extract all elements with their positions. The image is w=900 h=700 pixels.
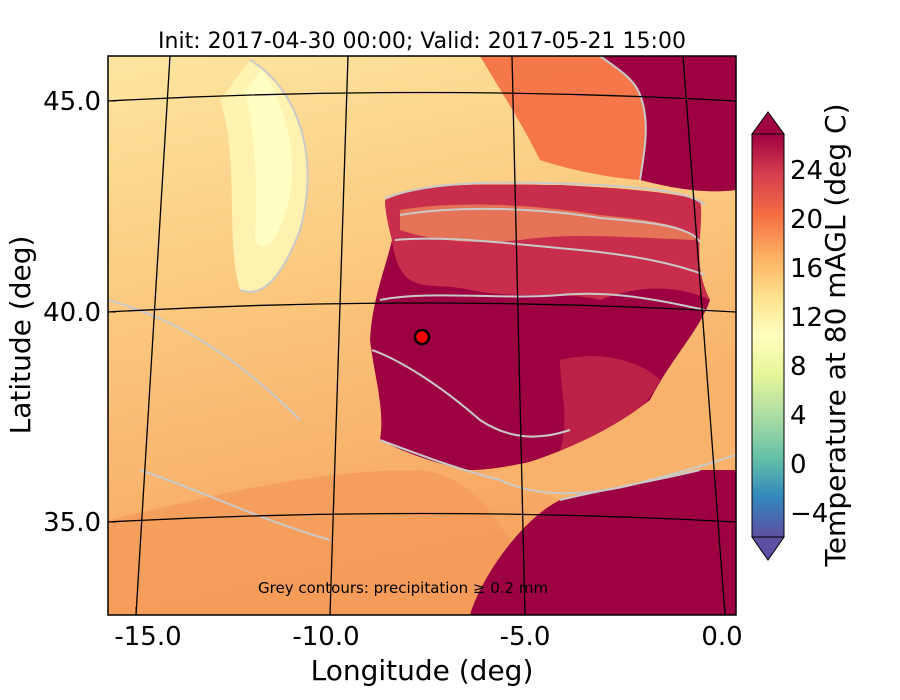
precipitation-annotation: Grey contours: precipitation ≥ 0.2 mm — [258, 579, 548, 597]
x-axis-label: Longitude (deg) — [311, 654, 534, 687]
y-tick-label: 45.0 — [43, 87, 101, 117]
colorbar-tick-label: 0 — [790, 450, 807, 480]
iberia-south-band — [560, 356, 660, 450]
y-tick-label: 40.0 — [43, 298, 101, 328]
x-tick-label: -15.0 — [114, 622, 181, 652]
x-axis: -15.0 -10.0 -5.0 0.0 Longitude (deg) — [114, 607, 743, 687]
y-axis-label: Latitude (deg) — [4, 236, 37, 435]
x-tick-label: 0.0 — [701, 622, 742, 652]
africa-land — [470, 470, 736, 615]
figure-title: Init: 2017-04-30 00:00; Valid: 2017-05-2… — [158, 29, 686, 54]
iberia-mountain-band — [400, 204, 695, 242]
meridian-minus15 — [135, 56, 171, 615]
meridian-minus10 — [329, 56, 349, 615]
colorbar-tick-label: 8 — [790, 352, 807, 382]
colorbar-extend-top — [751, 111, 785, 135]
parallel-35 — [108, 512, 736, 523]
meridian-minus5 — [511, 56, 526, 615]
iberia-north-band — [385, 184, 710, 300]
france-land — [600, 56, 736, 192]
colorbar: 24 20 16 12 8 4 0 −4 Temperature at 80 m… — [751, 103, 852, 568]
colorbar-tick-label: 12 — [790, 303, 823, 333]
france-coast-warm — [480, 56, 646, 180]
colorbar-tick-label: 20 — [790, 205, 823, 235]
mediterranean-sea — [480, 350, 736, 500]
precipitation-contours — [108, 56, 736, 541]
warm-ocean-region — [108, 470, 520, 615]
colorbar-tick-label: 4 — [790, 401, 807, 431]
parallel-45 — [108, 91, 736, 102]
colorbar-body — [751, 133, 785, 538]
graticule — [108, 56, 736, 615]
map-plot-area: Grey contours: precipitation ≥ 0.2 mm — [108, 56, 736, 615]
colorbar-label: Temperature at 80 mAGL (deg C) — [819, 103, 852, 567]
location-marker — [413, 328, 431, 346]
colorbar-tick-label: 24 — [790, 156, 823, 186]
plot-frame — [107, 55, 737, 616]
cool-ocean-core — [245, 70, 292, 247]
meridian-0 — [682, 56, 726, 615]
colorbar-extend-bottom — [751, 536, 785, 561]
colorbar-tick-label: −4 — [790, 499, 828, 529]
y-axis: 45.0 40.0 35.0 Latitude (deg) — [4, 87, 116, 538]
x-tick-label: -5.0 — [500, 622, 551, 652]
x-tick-label: -10.0 — [292, 622, 359, 652]
colorbar-tick-label: 16 — [790, 254, 823, 284]
y-tick-label: 35.0 — [43, 508, 101, 538]
parallel-40 — [108, 302, 736, 313]
